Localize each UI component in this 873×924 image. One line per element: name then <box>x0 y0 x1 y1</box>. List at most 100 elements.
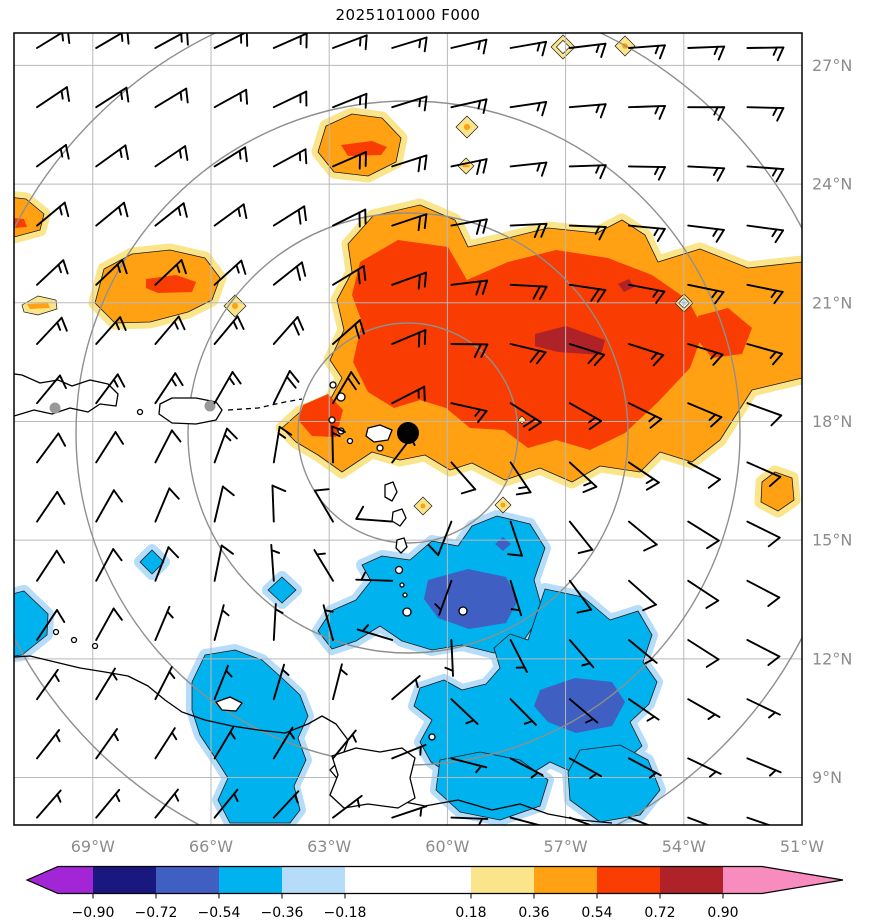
barb-half-feather <box>648 771 658 779</box>
barb-feather <box>541 40 548 57</box>
wind-barb <box>687 520 720 542</box>
barb-feather <box>184 145 189 161</box>
barb-feather <box>242 203 248 220</box>
barb-feather <box>482 38 488 55</box>
wind-barb <box>628 816 651 825</box>
barb-half-feather <box>645 477 655 484</box>
barb-half-feather <box>111 672 118 681</box>
barb-half-feather <box>288 731 296 740</box>
barb-half-feather <box>587 416 597 424</box>
cool-anomaly-region <box>139 549 165 575</box>
barb-feather <box>770 414 783 427</box>
barb-feather <box>657 166 666 181</box>
wind-barb <box>95 548 115 582</box>
colorbar-segment <box>471 866 534 894</box>
wind-barb <box>628 165 666 169</box>
colorbar-tick-label: 0.72 <box>644 905 675 921</box>
cool-anomaly-region <box>567 744 661 823</box>
warm-anomaly-max <box>535 326 605 355</box>
small-island <box>136 408 144 416</box>
barb-feather <box>240 259 247 275</box>
barb-half-feather <box>536 101 541 112</box>
barb-feather <box>767 536 781 548</box>
wind-barb <box>154 487 171 523</box>
axis-labels: 69°W 66°W 63°W 60°W 57°W 54°W 51°W 27°N 24°N 21°N… <box>71 56 853 856</box>
warm-anomaly-core <box>341 141 387 156</box>
island-chain-dashed <box>227 398 303 411</box>
barb-feather <box>522 417 537 428</box>
barb-half-feather <box>233 792 239 802</box>
wind-barb <box>687 816 711 825</box>
barb-feather <box>417 215 422 232</box>
barb-feather <box>423 385 426 402</box>
barb-feather <box>114 431 125 445</box>
barb-half-feather <box>444 666 454 672</box>
barb-half-feather <box>475 765 483 774</box>
wind-barb <box>355 517 394 523</box>
barb-half-feather <box>112 378 119 388</box>
barb-half-feather <box>361 624 369 633</box>
small-island <box>428 733 436 741</box>
range-rings <box>14 33 802 825</box>
barb-feather <box>482 158 488 174</box>
colorbar-segment <box>345 866 471 894</box>
barb-half-feather <box>173 792 180 802</box>
barb-half-feather <box>57 263 62 274</box>
barb-half-feather <box>712 167 719 177</box>
barb-feather <box>364 34 368 51</box>
wind-barb <box>746 816 772 825</box>
barb-feather <box>62 259 69 275</box>
barb-half-feather <box>595 103 601 114</box>
barb-feather <box>480 343 489 358</box>
barb-feather <box>168 487 180 500</box>
barb-half-feather <box>536 162 541 172</box>
barb-feather <box>507 553 523 557</box>
colorbar-segment <box>597 866 660 894</box>
barb-half-feather <box>114 792 121 803</box>
colorbar-tick-label: −0.90 <box>72 905 115 921</box>
barb-feather <box>304 148 308 165</box>
barb-half-feather <box>235 264 240 274</box>
barb-feather <box>776 107 785 122</box>
colorbar-tick-label: −0.18 <box>324 905 367 921</box>
filled-contours <box>14 34 802 825</box>
colorbar-segment <box>156 866 219 894</box>
colorbar-over-arrow <box>723 866 843 894</box>
lon-tick-label: 66°W <box>189 837 233 856</box>
wind-barb <box>36 374 61 405</box>
lat-tick-label: 12°N <box>812 649 852 668</box>
diamond-core <box>420 503 426 509</box>
barb-feather <box>119 316 127 331</box>
island-coastline <box>329 747 416 809</box>
barb-half-feather <box>771 167 778 177</box>
barb-feather <box>482 218 488 234</box>
wind-barb <box>746 46 785 49</box>
barb-feather <box>56 490 66 505</box>
barb-half-feather <box>316 552 326 556</box>
barb-feather <box>65 86 71 102</box>
small-island <box>0 41 10 51</box>
colorbar-tick-label: −0.36 <box>261 905 304 921</box>
wind-barb <box>509 520 523 557</box>
barb-feather <box>300 261 307 277</box>
wind-barb <box>450 461 477 491</box>
barb-feather <box>67 33 71 45</box>
coastline <box>14 373 119 417</box>
barb-half-feather <box>223 433 232 442</box>
barb-feather <box>362 265 367 281</box>
wind-barb <box>746 461 782 478</box>
warm-anomaly-core <box>352 240 704 450</box>
diamond-core <box>231 302 239 310</box>
wind-barb <box>95 33 124 49</box>
barb-half-feather <box>171 731 178 741</box>
cool-anomaly-region <box>14 590 49 657</box>
barb-half-feather <box>523 720 534 725</box>
barb-feather <box>244 146 248 163</box>
barb-feather <box>659 44 666 60</box>
lat-tick-label: 9°N <box>812 768 842 787</box>
barb-feather <box>600 42 607 58</box>
barb-half-feather <box>225 669 233 678</box>
wind-barb <box>331 425 334 464</box>
wind-barb <box>687 579 720 602</box>
wind-barb <box>213 485 224 523</box>
